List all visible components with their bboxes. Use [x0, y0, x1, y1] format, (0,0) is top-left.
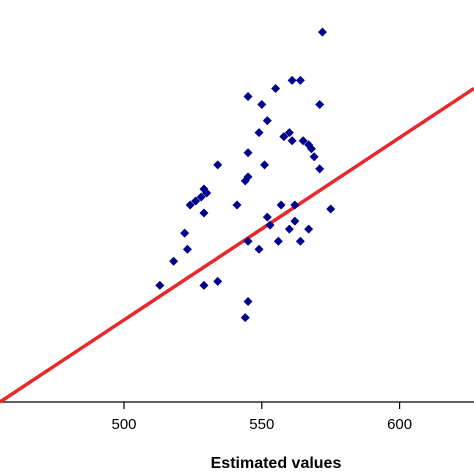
data-point [185, 200, 195, 210]
data-point [287, 75, 297, 85]
data-point [240, 176, 250, 186]
data-point [273, 236, 283, 246]
data-point [232, 200, 242, 210]
data-point [284, 128, 294, 138]
data-point [284, 224, 294, 234]
data-point [260, 160, 270, 170]
data-point [304, 224, 314, 234]
data-points [155, 27, 336, 323]
data-point [202, 188, 212, 198]
data-point [240, 313, 250, 323]
data-point [213, 160, 223, 170]
data-point [191, 196, 201, 206]
data-point [315, 164, 325, 174]
data-point [326, 204, 336, 214]
data-point [262, 116, 272, 126]
data-point [243, 148, 253, 158]
data-point [254, 244, 264, 254]
data-point [262, 212, 272, 222]
data-point [276, 200, 286, 210]
x-tick-label: 500 [111, 416, 136, 433]
trend-line-layer [0, 86, 474, 404]
data-point [243, 91, 253, 101]
data-point [295, 75, 305, 85]
data-point [290, 200, 300, 210]
data-point [265, 220, 275, 230]
data-point [199, 280, 209, 290]
data-point [199, 208, 209, 218]
data-point [271, 83, 281, 93]
data-point [243, 297, 253, 306]
x-tick-label: 600 [387, 416, 412, 433]
x-tick-label: 550 [249, 416, 274, 433]
data-point [180, 228, 190, 238]
data-point [169, 256, 179, 266]
data-point [254, 128, 264, 138]
data-point [213, 276, 223, 286]
data-point [309, 152, 319, 162]
data-point [196, 192, 206, 202]
data-point [298, 136, 308, 146]
data-point [287, 136, 297, 146]
regression-line [0, 86, 474, 404]
data-point [279, 132, 289, 142]
data-point [306, 144, 316, 154]
data-point [295, 236, 305, 246]
x-axis-ticks: 500 550 600 [111, 402, 412, 433]
data-point [315, 100, 325, 110]
data-point [182, 244, 192, 254]
x-axis-title: Estimated values [211, 455, 342, 472]
data-point [257, 100, 267, 110]
data-point [317, 27, 327, 37]
data-point [243, 236, 253, 246]
data-point [155, 280, 165, 290]
data-point [290, 216, 300, 226]
